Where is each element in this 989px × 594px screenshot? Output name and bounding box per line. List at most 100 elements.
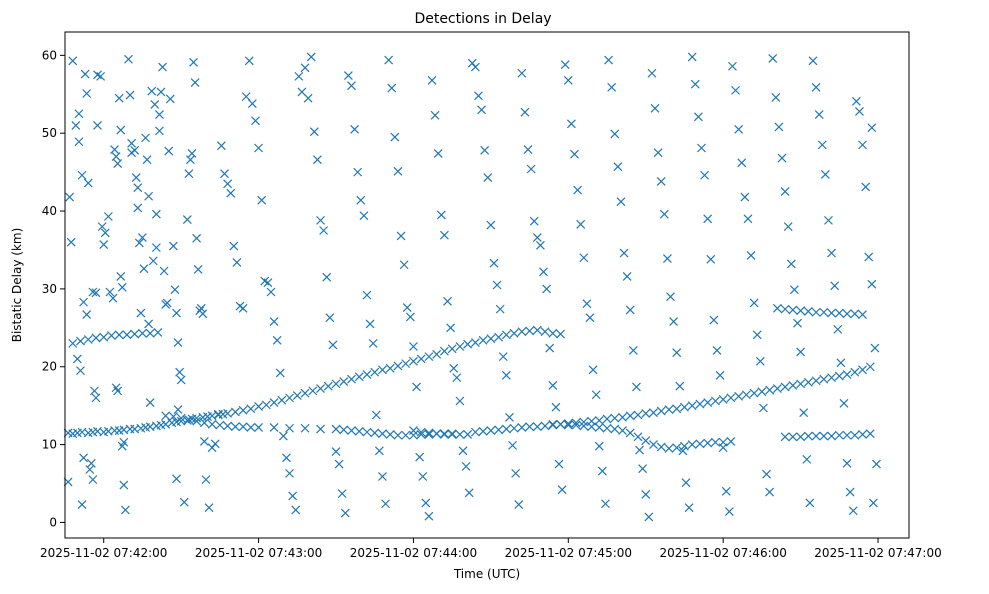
- data-point: [712, 345, 722, 355]
- data-point: [409, 426, 418, 435]
- data-point: [710, 396, 720, 406]
- data-point: [827, 248, 836, 258]
- data-point: [669, 317, 679, 327]
- data-point: [187, 149, 197, 158]
- data-point: [628, 345, 638, 355]
- data-point: [446, 323, 456, 333]
- data-point: [452, 373, 462, 383]
- data-point: [571, 418, 581, 428]
- data-point: [759, 403, 768, 413]
- data-point: [494, 425, 504, 435]
- data-point: [579, 417, 589, 427]
- data-point: [867, 279, 877, 289]
- data-point: [108, 293, 118, 303]
- data-point: [247, 99, 257, 109]
- data-point: [198, 309, 208, 319]
- data-point: [532, 325, 542, 335]
- data-point: [207, 419, 217, 429]
- data-point: [447, 430, 457, 439]
- data-point: [362, 290, 372, 300]
- data-point: [399, 260, 409, 270]
- data-point: [412, 382, 421, 392]
- data-point: [780, 187, 790, 197]
- data-point: [303, 93, 313, 103]
- data-point: [850, 309, 860, 319]
- x-axis-label: Time (UTC): [453, 567, 520, 581]
- data-point: [602, 423, 612, 433]
- data-point: [155, 110, 164, 119]
- data-point: [545, 343, 555, 353]
- data-point: [858, 430, 867, 439]
- data-point: [176, 375, 186, 385]
- data-point: [582, 299, 592, 309]
- data-point: [477, 105, 487, 115]
- data-point: [196, 303, 206, 313]
- data-point: [325, 313, 335, 323]
- data-point: [532, 422, 542, 432]
- data-point: [111, 383, 121, 393]
- data-point: [151, 243, 161, 253]
- data-point: [774, 122, 784, 132]
- data-point: [501, 424, 511, 434]
- data-point: [340, 508, 350, 518]
- y-tick-label: 0: [49, 515, 57, 529]
- data-point: [220, 169, 229, 179]
- data-point: [72, 354, 82, 364]
- data-point: [734, 124, 744, 134]
- data-point: [508, 440, 517, 450]
- data-point: [851, 96, 861, 106]
- data-point: [275, 368, 285, 378]
- data-point: [356, 195, 366, 205]
- data-point: [808, 56, 818, 66]
- data-point: [148, 256, 158, 266]
- data-point: [718, 395, 728, 404]
- y-tick-label: 60: [42, 48, 57, 62]
- data-point: [845, 487, 855, 497]
- data-point: [517, 327, 527, 337]
- chart-title: Detections in Delay: [414, 11, 551, 27]
- data-point: [726, 437, 736, 446]
- data-point: [542, 284, 552, 294]
- y-tick-label: 10: [42, 438, 57, 452]
- data-point: [238, 303, 248, 313]
- data-point: [842, 430, 852, 440]
- data-point: [480, 145, 490, 155]
- data-point: [644, 512, 654, 522]
- data-point: [836, 358, 846, 368]
- data-point: [656, 406, 666, 416]
- data-point: [771, 92, 781, 102]
- data-point: [401, 359, 411, 369]
- data-point: [114, 330, 124, 340]
- data-point: [700, 170, 710, 180]
- data-point: [757, 387, 767, 397]
- data-point: [718, 443, 728, 453]
- data-point: [870, 343, 880, 353]
- data-point: [523, 145, 533, 154]
- data-point: [695, 399, 705, 409]
- data-point: [551, 402, 561, 412]
- data-point: [68, 338, 78, 348]
- data-point: [514, 500, 524, 509]
- data-point: [811, 431, 821, 441]
- data-point: [850, 430, 860, 440]
- data-point: [728, 61, 737, 71]
- data-point: [277, 395, 287, 405]
- data-point: [390, 132, 400, 142]
- data-point: [384, 55, 394, 65]
- data-point: [82, 89, 92, 98]
- data-point: [368, 338, 378, 348]
- data-point: [449, 363, 459, 373]
- data-point: [772, 303, 782, 313]
- data-point: [765, 487, 775, 497]
- data-point: [159, 266, 169, 276]
- data-point: [842, 458, 852, 468]
- data-point: [144, 191, 154, 201]
- data-point: [470, 427, 480, 437]
- data-point: [150, 99, 160, 109]
- data-point: [865, 429, 875, 439]
- data-point: [71, 120, 81, 130]
- data-point: [347, 426, 356, 435]
- data-point: [532, 233, 542, 242]
- data-point: [772, 384, 782, 393]
